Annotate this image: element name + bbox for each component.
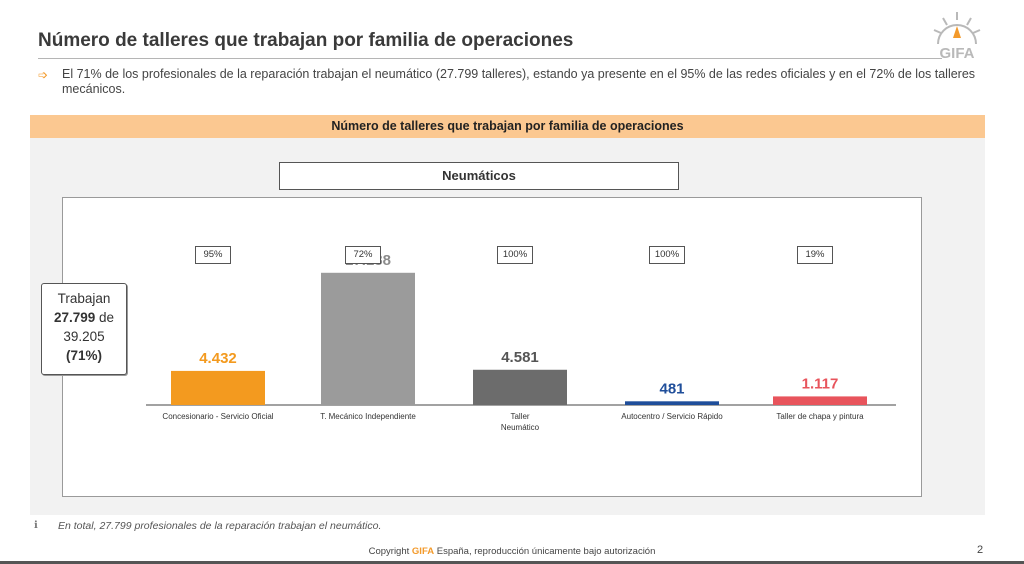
footnote: En total, 27.799 profesionales de la rep… (58, 520, 382, 532)
category-label-3: Neumático (501, 423, 540, 432)
bar-1 (171, 370, 265, 405)
page-number: 2 (977, 544, 984, 556)
category-label-1: Concesionario - Servicio Oficial (162, 412, 273, 421)
category-label-5: Taller de chapa y pintura (776, 412, 864, 421)
bar-4 (625, 401, 719, 405)
copyright: Copyright GIFA España, reproducción únic… (368, 546, 656, 557)
bar-2 (321, 272, 415, 405)
info-icon: ℹ (34, 520, 38, 531)
panel-header: Número de talleres que trabajan por fami… (30, 115, 985, 138)
summary-bullet: El 71% de los profesionales de la repara… (62, 67, 976, 96)
callout-total: 39.205 (63, 329, 105, 344)
copyright-brand: GIFA (411, 546, 435, 557)
bottom-divider (0, 561, 1024, 564)
bar-value-label-4: 481 (659, 380, 684, 397)
penetration-box-2: 72% (345, 246, 381, 264)
gifa-logo-icon: GIFA (933, 12, 981, 62)
logo-text: GIFA (939, 45, 974, 62)
total-callout: Trabajan 27.799 de 39.205 (71%) (41, 283, 127, 375)
callout-pct: (71%) (65, 348, 102, 363)
bar-5 (773, 396, 867, 405)
category-label-3: Taller (510, 412, 529, 421)
penetration-box-5: 19% (797, 246, 833, 264)
bar-3 (473, 369, 567, 405)
bullet-arrow-icon: ➩ (38, 68, 49, 82)
bar-value-label-3: 4.581 (501, 349, 539, 366)
penetration-box-4: 100% (649, 246, 685, 264)
category-label-4: Autocentro / Servicio Rápido (621, 412, 723, 421)
callout-line2: 27.799 de (42, 308, 126, 327)
bar-value-label-1: 4.432 (199, 350, 237, 367)
penetration-box-1: 95% (195, 246, 231, 264)
bar-value-label-5: 1.117 (802, 375, 839, 392)
chart-subtitle: Neumáticos (279, 162, 679, 190)
callout-connector: de (95, 310, 115, 325)
category-label-2: T. Mecánico Independiente (320, 412, 416, 421)
slide-title: Número de talleres que trabajan por fami… (38, 30, 574, 51)
callout-line1: Trabajan (57, 291, 111, 306)
penetration-box-3: 100% (497, 246, 533, 264)
title-divider (38, 58, 942, 59)
callout-value: 27.799 (53, 310, 96, 325)
